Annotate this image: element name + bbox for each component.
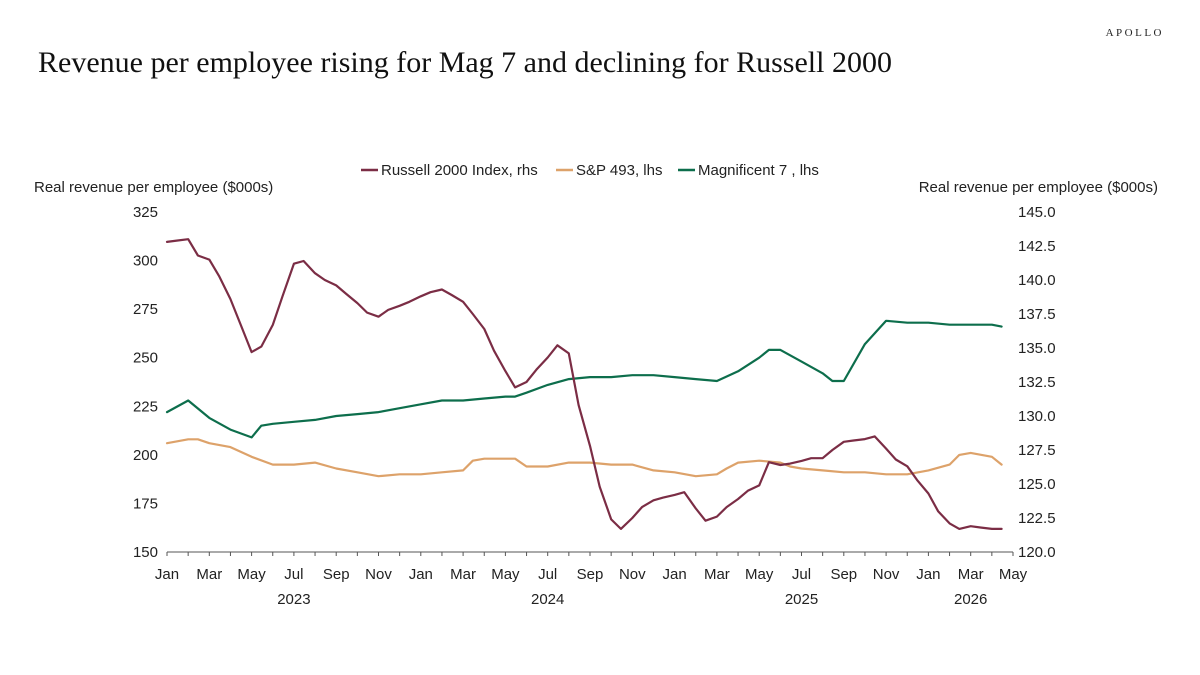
legend: Russell 2000 Index, rhs S&P 493, lhs Magni… xyxy=(361,162,819,179)
right-y-tick-label: 127.5 xyxy=(1018,442,1056,459)
x-year-label: 2026 xyxy=(954,591,987,608)
x-tick-label: Jan xyxy=(663,566,687,583)
series-layer xyxy=(165,238,1003,530)
x-tick-label: May xyxy=(745,566,774,583)
right-axis-title: Real revenue per employee ($000s) xyxy=(919,179,1158,196)
right-y-tick-label: 142.5 xyxy=(1018,238,1056,255)
x-tick-label: Jul xyxy=(538,566,557,583)
right-y-tick-label: 125.0 xyxy=(1018,476,1056,493)
x-tick-label: Jan xyxy=(409,566,433,583)
right-axis-ticks: 145.0 142.5 140.0 137.5 135.0 132.5 130.0 127.5… xyxy=(1018,204,1056,561)
x-tick-label: May xyxy=(237,566,266,583)
x-tick-label: May xyxy=(999,566,1028,583)
left-y-tick-label: 300 xyxy=(133,253,158,270)
left-y-tick-label: 150 xyxy=(133,544,158,561)
right-y-tick-label: 135.0 xyxy=(1018,340,1056,357)
x-tick-label: Jul xyxy=(792,566,811,583)
series-line-2 xyxy=(165,319,1003,439)
x-tick-label: Nov xyxy=(365,566,392,583)
left-y-tick-label: 325 xyxy=(133,204,158,221)
legend-label-2: Magnificent 7 , lhs xyxy=(698,162,819,179)
left-axis-title: Real revenue per employee ($000s) xyxy=(34,179,273,196)
x-year-label: 2024 xyxy=(531,591,564,608)
x-tick-label: May xyxy=(491,566,520,583)
x-tick-label: Nov xyxy=(619,566,646,583)
left-y-tick-label: 275 xyxy=(133,301,158,318)
x-axis-year-labels: 2023 2024 2025 2026 xyxy=(277,591,987,608)
left-y-tick-label: 175 xyxy=(133,495,158,512)
x-tick-label: Sep xyxy=(323,566,350,583)
x-tick-label: Sep xyxy=(577,566,604,583)
left-y-tick-label: 250 xyxy=(133,350,158,367)
series-line-1 xyxy=(165,438,1003,478)
brand-logo-text: APOLLO xyxy=(1105,27,1164,39)
right-y-tick-label: 130.0 xyxy=(1018,408,1056,425)
x-tick-label: Jan xyxy=(916,566,940,583)
x-tick-label: Sep xyxy=(830,566,857,583)
x-tick-label: Mar xyxy=(450,566,476,583)
right-y-tick-label: 145.0 xyxy=(1018,204,1056,221)
x-tick-label: Jul xyxy=(284,566,303,583)
x-axis-ticks: Jan Mar May Jul Sep Nov Jan Mar May Jul Sep Nov Jan M… xyxy=(155,552,1028,583)
right-y-tick-label: 120.0 xyxy=(1018,544,1056,561)
series-line-0 xyxy=(165,238,1003,530)
x-year-label: 2023 xyxy=(277,591,310,608)
right-y-tick-label: 140.0 xyxy=(1018,272,1056,289)
right-y-tick-label: 137.5 xyxy=(1018,306,1056,323)
legend-label-0: Russell 2000 Index, rhs xyxy=(381,162,538,179)
right-y-tick-label: 122.5 xyxy=(1018,510,1056,527)
left-y-tick-label: 200 xyxy=(133,447,158,464)
x-tick-label: Mar xyxy=(704,566,730,583)
x-tick-label: Nov xyxy=(873,566,900,583)
left-axis-ticks: 325 300 275 250 225 200 175 150 xyxy=(133,204,158,561)
legend-label-1: S&P 493, lhs xyxy=(576,162,662,179)
x-year-label: 2025 xyxy=(785,591,818,608)
x-tick-label: Mar xyxy=(958,566,984,583)
right-y-tick-label: 132.5 xyxy=(1018,374,1056,391)
left-y-tick-label: 225 xyxy=(133,398,158,415)
chart-title: Revenue per employee rising for Mag 7 an… xyxy=(38,46,892,79)
x-tick-label: Mar xyxy=(196,566,222,583)
x-tick-label: Jan xyxy=(155,566,179,583)
